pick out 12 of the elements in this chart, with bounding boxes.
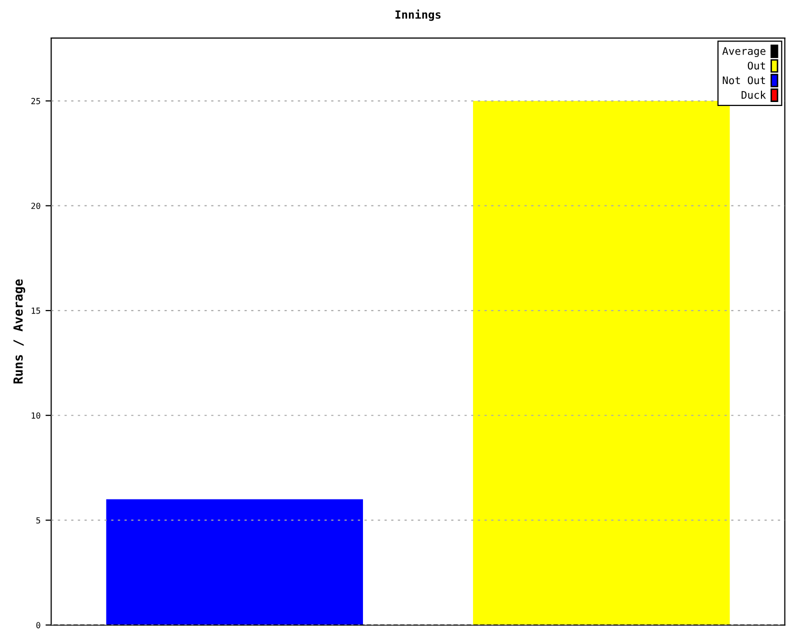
chart-title: Innings: [396, 10, 441, 21]
y-tick-label: 0: [36, 622, 40, 628]
y-tick-label: 15: [32, 308, 40, 314]
y-axis-title: Runs / Average: [13, 279, 26, 384]
y-tick-label: 25: [31, 98, 40, 104]
legend-label: Duck: [742, 90, 766, 99]
legend-label: Out: [748, 62, 766, 70]
y-tick-label: 10: [32, 412, 40, 419]
y-tick-label: 20: [31, 202, 40, 210]
y-tick-label: 5: [36, 517, 40, 524]
legend-label: Average: [722, 47, 766, 58]
legend-label: Not Out: [722, 76, 766, 84]
